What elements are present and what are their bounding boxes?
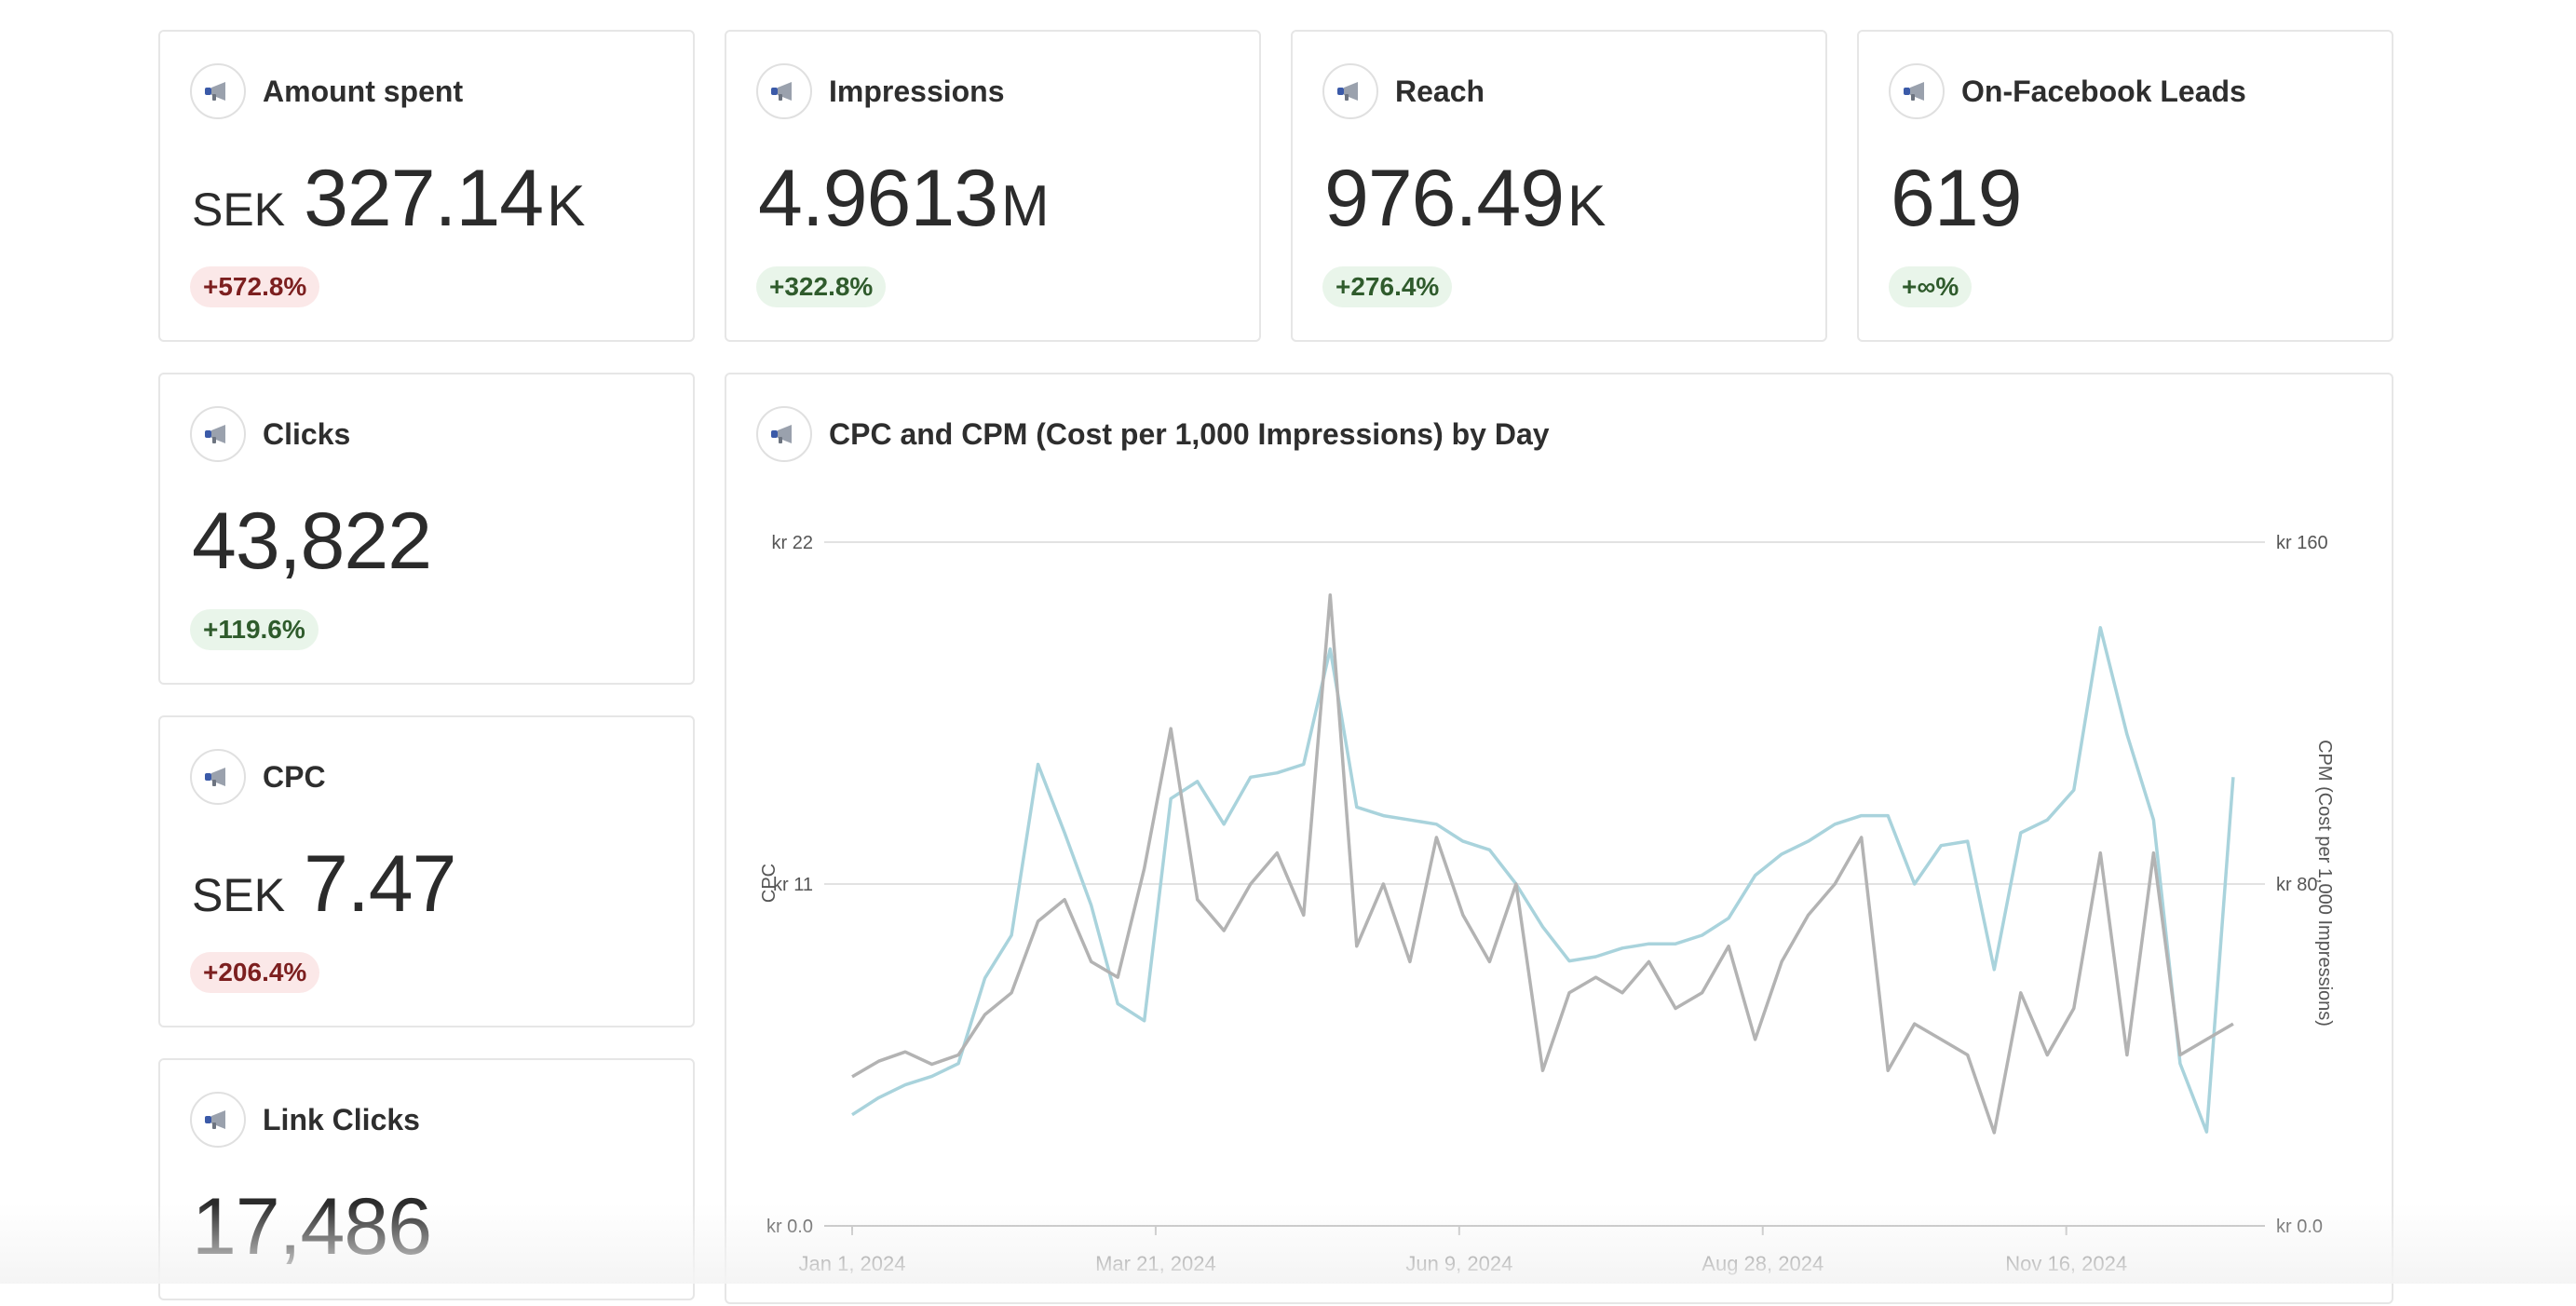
megaphone-icon bbox=[190, 406, 246, 462]
card-title: CPC bbox=[263, 759, 326, 794]
y-tick-label-left: kr 11 bbox=[773, 875, 813, 895]
metric-card-leads[interactable]: On-Facebook Leads 619 +∞% bbox=[1857, 30, 2393, 342]
metric-value: 976.49 K bbox=[1324, 153, 1606, 245]
card-title: Clicks bbox=[263, 416, 351, 451]
card-title: Amount spent bbox=[263, 74, 464, 108]
y-tick-label-left: kr 22 bbox=[772, 533, 813, 553]
chart-title: CPC and CPM (Cost per 1,000 Impressions)… bbox=[829, 416, 1550, 451]
x-tick-label: Nov 16, 2024 bbox=[2005, 1252, 2127, 1275]
change-badge: +∞% bbox=[1889, 266, 1973, 307]
metric-card-reach[interactable]: Reach 976.49 K +276.4% bbox=[1291, 30, 1827, 342]
metric-card-cpc[interactable]: CPC SEK 7.47 +206.4% bbox=[158, 715, 695, 1027]
currency-prefix: SEK bbox=[192, 184, 286, 236]
x-tick-label: Jun 9, 2024 bbox=[1405, 1252, 1512, 1275]
y-tick-label-right: kr 160 bbox=[2276, 533, 2328, 553]
metric-card-clicks[interactable]: Clicks 43,822 +119.6% bbox=[158, 373, 695, 685]
chart-card-cpc-cpm[interactable]: CPC and CPM (Cost per 1,000 Impressions)… bbox=[725, 373, 2393, 1304]
card-title: Impressions bbox=[829, 74, 1005, 108]
value-number: 619 bbox=[1891, 154, 2022, 243]
megaphone-icon bbox=[756, 406, 812, 462]
y-axis-label-left: CPC bbox=[759, 864, 780, 903]
series-line-cpc[interactable] bbox=[851, 592, 2234, 1135]
value-suffix: K bbox=[547, 174, 586, 238]
value-number: 43,822 bbox=[192, 497, 432, 586]
x-tick-label: Mar 21, 2024 bbox=[1095, 1252, 1216, 1275]
change-badge: +276.4% bbox=[1322, 266, 1453, 307]
change-badge: +119.6% bbox=[190, 609, 319, 650]
metric-value: 43,822 bbox=[192, 496, 432, 588]
y-tick-label-right: kr 0.0 bbox=[2276, 1217, 2323, 1237]
x-tick-label: Jan 1, 2024 bbox=[799, 1252, 906, 1275]
value-number: 17,486 bbox=[192, 1182, 432, 1272]
megaphone-icon bbox=[190, 749, 246, 805]
metric-card-link-clicks[interactable]: Link Clicks 17,486 bbox=[158, 1058, 695, 1300]
megaphone-icon bbox=[190, 1092, 246, 1148]
y-tick-label-right: kr 80 bbox=[2276, 875, 2317, 895]
y-axis-label-right: CPM (Cost per 1,000 Impressions) bbox=[2314, 740, 2335, 1027]
value-number: 976.49 bbox=[1324, 154, 1565, 243]
card-title: On-Facebook Leads bbox=[1961, 74, 2246, 108]
value-number: 7.47 bbox=[304, 839, 456, 929]
currency-prefix: SEK bbox=[192, 869, 286, 921]
card-title: Link Clicks bbox=[263, 1102, 420, 1136]
change-badge: +206.4% bbox=[190, 952, 320, 993]
metric-value: SEK 327.14 K bbox=[192, 153, 585, 245]
change-badge: +572.8% bbox=[190, 266, 320, 307]
line-chart[interactable]: kr 0.0 kr 0.0 kr 11 kr 80 kr 22 kr 160 Jan 1, … bbox=[726, 374, 2395, 1306]
series-line-cpm[interactable] bbox=[851, 626, 2235, 1134]
value-number: 4.9613 bbox=[758, 154, 998, 243]
value-suffix: K bbox=[1567, 174, 1607, 238]
y-tick-label-left: kr 0.0 bbox=[766, 1217, 813, 1237]
megaphone-icon bbox=[756, 63, 812, 119]
value-number: 327.14 bbox=[304, 154, 544, 243]
metric-value: 4.9613 M bbox=[758, 153, 1050, 245]
metric-value: 619 bbox=[1891, 153, 2022, 245]
megaphone-icon bbox=[1322, 63, 1378, 119]
metric-value: 17,486 bbox=[192, 1181, 432, 1273]
card-title: Reach bbox=[1395, 74, 1485, 108]
megaphone-icon bbox=[190, 63, 246, 119]
value-suffix: M bbox=[1001, 174, 1050, 238]
metric-value: SEK 7.47 bbox=[192, 838, 456, 931]
metric-card-impressions[interactable]: Impressions 4.9613 M +322.8% bbox=[725, 30, 1261, 342]
metric-card-amount-spent[interactable]: Amount spent SEK 327.14 K +572.8% bbox=[158, 30, 695, 342]
megaphone-icon bbox=[1889, 63, 1945, 119]
x-tick-label: Aug 28, 2024 bbox=[1702, 1252, 1824, 1275]
change-badge: +322.8% bbox=[756, 266, 887, 307]
